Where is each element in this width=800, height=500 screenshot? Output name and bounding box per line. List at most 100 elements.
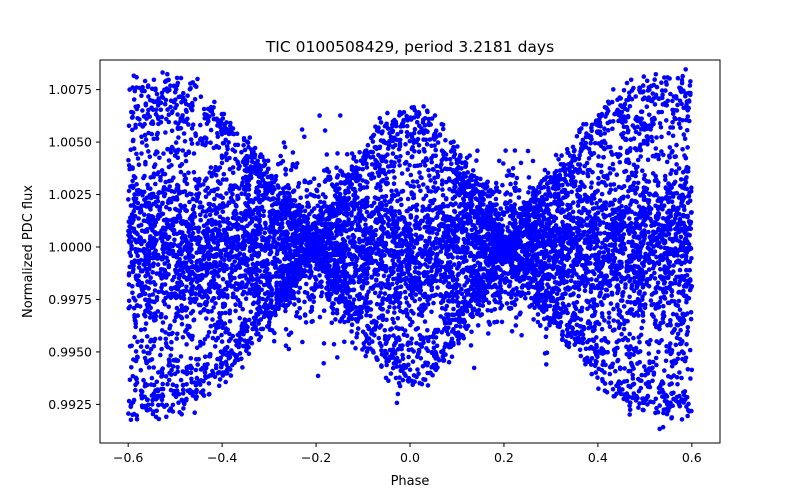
data-point (182, 203, 188, 209)
data-point (224, 177, 229, 182)
data-point (190, 212, 196, 217)
data-point (335, 151, 340, 156)
data-point (560, 239, 566, 245)
data-point (421, 182, 426, 187)
data-point (422, 224, 427, 230)
data-point (588, 261, 593, 266)
data-point (627, 294, 632, 300)
data-point (380, 296, 386, 301)
data-point (184, 314, 190, 319)
data-point (132, 258, 137, 263)
data-point (308, 179, 313, 185)
data-point (445, 238, 450, 244)
data-point (637, 250, 643, 255)
data-point (652, 276, 658, 281)
data-point (351, 206, 357, 212)
data-point (131, 196, 137, 201)
data-point (621, 304, 627, 309)
data-point (212, 196, 217, 202)
data-point (385, 221, 391, 227)
data-point (318, 280, 323, 285)
data-point (282, 144, 288, 150)
data-point (605, 247, 611, 253)
data-point (448, 284, 454, 290)
data-point (249, 256, 255, 262)
data-point (151, 280, 156, 285)
data-point (173, 267, 178, 273)
data-point (407, 206, 412, 211)
data-point (455, 239, 460, 244)
data-point (369, 275, 375, 280)
data-point (349, 151, 355, 156)
data-point (676, 260, 681, 265)
data-point (599, 286, 604, 291)
data-point (137, 239, 142, 245)
data-point (425, 328, 430, 333)
data-point (571, 200, 576, 205)
data-point (128, 253, 134, 258)
data-point (576, 209, 582, 214)
data-point (417, 297, 423, 302)
data-point (676, 166, 682, 171)
data-point (657, 326, 662, 332)
data-point (232, 234, 238, 240)
data-point (598, 245, 604, 250)
data-point (356, 296, 362, 302)
data-point (162, 261, 167, 266)
data-point (211, 296, 217, 301)
data-point (144, 334, 150, 339)
data-point (545, 170, 551, 176)
data-point (666, 199, 671, 205)
data-point (416, 184, 422, 189)
data-point (636, 234, 641, 239)
data-point (255, 211, 261, 216)
data-point (658, 267, 663, 272)
data-point (253, 196, 258, 201)
data-point (278, 160, 284, 166)
data-point (334, 175, 340, 180)
data-point (391, 276, 396, 282)
data-point (385, 277, 391, 283)
data-point (553, 152, 559, 158)
data-point (302, 134, 307, 140)
data-point (541, 233, 547, 238)
data-point (333, 317, 338, 322)
data-point (688, 221, 693, 226)
data-point (182, 172, 187, 178)
data-point (503, 200, 508, 205)
data-point (455, 255, 460, 260)
data-point (622, 247, 628, 252)
data-point (438, 249, 444, 254)
data-point (197, 200, 203, 205)
data-point (311, 176, 317, 181)
data-point (678, 234, 684, 240)
data-point (444, 264, 450, 270)
data-point (132, 213, 138, 219)
data-point (203, 209, 209, 214)
data-point (187, 216, 193, 221)
data-point (159, 346, 164, 352)
data-point (508, 203, 514, 209)
data-point (678, 183, 683, 189)
data-point (662, 264, 667, 269)
data-point (422, 262, 428, 267)
data-point (436, 227, 442, 233)
data-point (308, 192, 313, 197)
data-point (263, 220, 268, 226)
data-point (233, 281, 239, 286)
data-point (390, 258, 396, 263)
data-point (503, 276, 509, 281)
data-point (370, 258, 375, 263)
data-point (526, 290, 531, 296)
data-point (644, 189, 649, 195)
data-point (331, 342, 337, 347)
data-point (576, 293, 581, 299)
data-point (443, 196, 449, 202)
data-point (469, 227, 475, 233)
data-point (142, 238, 147, 244)
data-point (557, 260, 563, 265)
data-point (581, 208, 586, 213)
data-point (649, 223, 654, 229)
data-point (326, 169, 332, 175)
data-point (321, 200, 327, 206)
